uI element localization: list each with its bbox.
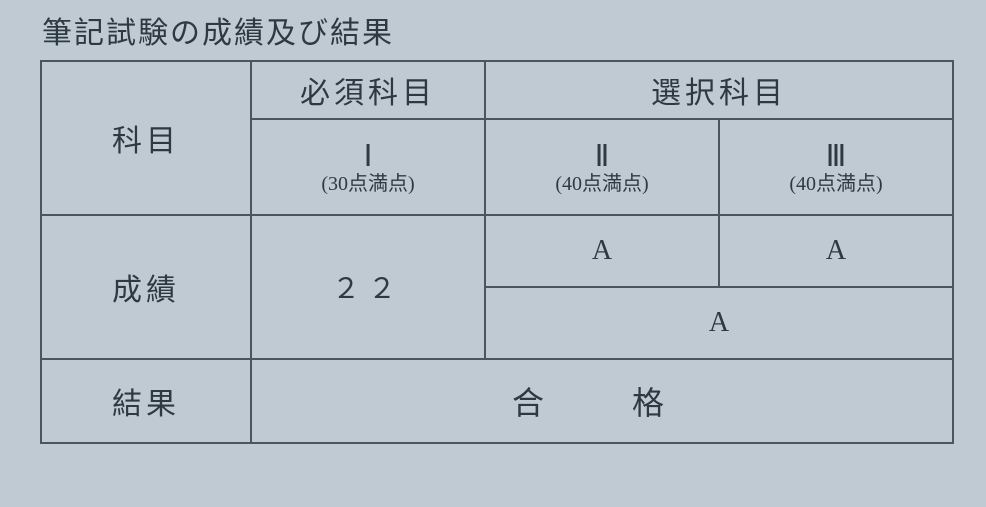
score-row-top: 成績 ２２ A A [41,215,953,287]
group-header-required: 必須科目 [251,61,485,119]
page-root: 筆記試験の成績及び結果 科目 必須科目 選択科目 Ⅰ (30点満点) Ⅱ (40… [0,0,986,464]
subject-col3-numeral: Ⅲ [721,140,951,173]
result-value: 合 格 [512,385,692,421]
header-row: 科目 必須科目 選択科目 [41,61,953,119]
row-label-score: 成績 [41,215,251,359]
score-col1: ２２ [251,215,485,359]
result-cell: 合 格 [251,359,953,443]
subject-col1-max: (30点満点) [253,173,483,195]
subject-col1: Ⅰ (30点満点) [251,119,485,215]
score-col1-value: ２２ [332,274,404,305]
subject-col2-max: (40点満点) [487,173,717,195]
score-table: 科目 必須科目 選択科目 Ⅰ (30点満点) Ⅱ (40点満点) Ⅲ (40点満… [40,60,954,444]
subject-col3: Ⅲ (40点満点) [719,119,953,215]
row-label-subject: 科目 [41,61,251,215]
subject-col2: Ⅱ (40点満点) [485,119,719,215]
result-row: 結果 合 格 [41,359,953,443]
row-label-result: 結果 [41,359,251,443]
group-header-elective: 選択科目 [485,61,953,119]
score-elective-bottom: A [485,287,953,359]
subject-col2-numeral: Ⅱ [487,140,717,173]
subject-col3-max: (40点満点) [721,173,951,195]
score-col2-top: A [485,215,719,287]
page-title: 筆記試験の成績及び結果 [42,8,956,52]
score-col3-top: A [719,215,953,287]
subject-col1-numeral: Ⅰ [253,140,483,173]
